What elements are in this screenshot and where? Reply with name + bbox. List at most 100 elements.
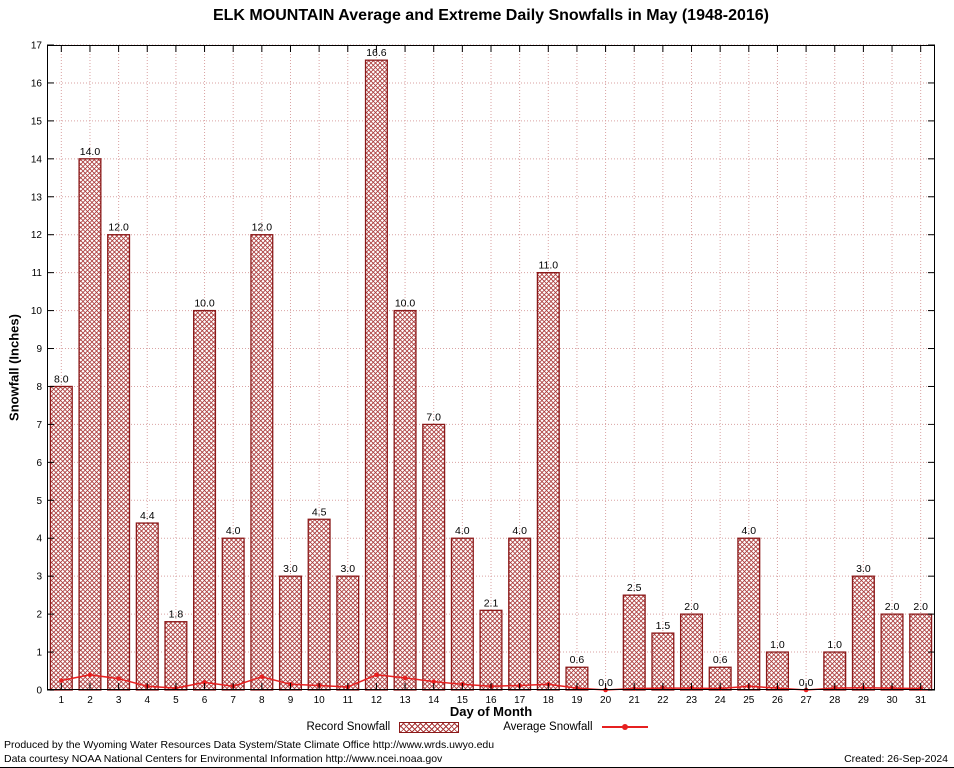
value-label: 11.0 — [538, 260, 558, 272]
created-date: Created: 26-Sep-2024 — [844, 753, 948, 765]
value-label: 4.0 — [226, 525, 241, 537]
x-tick-label: 18 — [543, 695, 555, 706]
record-bar — [364, 59, 388, 691]
plot-border — [47, 45, 935, 690]
record-bar — [880, 613, 904, 691]
y-tick-label: 1 — [36, 648, 42, 659]
value-label: 4.5 — [312, 506, 327, 518]
value-label: 4.4 — [140, 510, 155, 522]
value-label: 14.0 — [80, 146, 101, 158]
x-tick-label: 23 — [686, 695, 698, 706]
record-bar — [78, 158, 102, 691]
legend-record-label: Record Snowfall — [306, 721, 391, 733]
record-bar — [508, 537, 532, 691]
x-tick-label: 24 — [715, 695, 727, 706]
x-tick-label: 29 — [858, 695, 870, 706]
y-tick-label: 12 — [31, 230, 43, 241]
record-bar — [107, 234, 131, 691]
record-bar — [851, 575, 875, 691]
value-label: 12.0 — [108, 222, 129, 234]
record-bar — [250, 234, 274, 691]
average-point — [59, 678, 64, 683]
legend: Record Snowfall Average Snowfall — [0, 721, 954, 733]
x-tick-label: 2 — [87, 695, 93, 706]
average-point — [87, 672, 93, 678]
record-bar — [622, 594, 646, 691]
average-point — [202, 680, 207, 685]
value-label: 7.0 — [426, 411, 441, 423]
average-point — [374, 672, 379, 678]
record-bar — [393, 309, 417, 691]
value-label: 3.0 — [340, 563, 355, 575]
value-label: 0.6 — [570, 654, 585, 666]
chart-title: ELK MOUNTAIN Average and Extreme Daily S… — [212, 7, 770, 24]
footer-credit-wrds: Produced by the Wyoming Water Resources … — [4, 739, 495, 751]
value-label: 1.8 — [169, 609, 184, 621]
record-bar — [479, 609, 503, 691]
value-label: 4.0 — [455, 525, 470, 537]
x-tick-label: 25 — [743, 695, 755, 706]
record-bar — [307, 518, 331, 691]
x-tick-label: 17 — [514, 695, 526, 706]
legend-record-swatch — [399, 721, 460, 733]
x-tick-label: 6 — [202, 695, 208, 706]
x-tick-label: 15 — [457, 695, 469, 706]
y-tick-label: 0 — [36, 686, 42, 697]
x-tick-label: 9 — [288, 695, 294, 706]
record-bar — [221, 537, 245, 691]
x-tick-label: 20 — [600, 695, 612, 706]
value-label: 12.0 — [252, 222, 273, 234]
record-bar — [679, 613, 704, 691]
x-tick-label: 1 — [59, 695, 65, 706]
value-label: 2.1 — [484, 597, 499, 609]
value-label: 10.0 — [194, 298, 215, 310]
x-tick-label: 14 — [428, 695, 440, 706]
x-axis-title: Day of Month — [449, 704, 533, 719]
record-bar — [651, 632, 675, 691]
value-label: 1.0 — [827, 639, 842, 651]
y-tick-label: 6 — [36, 458, 42, 469]
y-tick-label: 7 — [36, 420, 42, 431]
average-point — [259, 674, 265, 680]
x-tick-label: 22 — [657, 695, 669, 706]
y-tick-label: 4 — [36, 534, 42, 545]
value-label: 10.0 — [395, 298, 416, 310]
value-label: 2.0 — [913, 601, 928, 613]
legend-average-swatch — [601, 722, 648, 733]
record-bar — [135, 522, 159, 691]
record-bar — [737, 537, 761, 691]
x-tick-label: 7 — [230, 695, 236, 706]
x-tick-label: 12 — [371, 695, 383, 706]
y-tick-label: 2 — [36, 610, 42, 621]
x-tick-label: 30 — [886, 695, 898, 706]
record-bar — [193, 309, 217, 691]
record-bar — [450, 537, 474, 691]
x-tick-label: 10 — [314, 695, 326, 706]
x-tick-label: 5 — [173, 695, 179, 706]
x-tick-label: 19 — [571, 695, 583, 706]
y-tick-label: 13 — [31, 192, 43, 203]
record-bar — [336, 575, 360, 691]
y-tick-label: 9 — [36, 344, 42, 355]
y-tick-label: 10 — [31, 306, 43, 317]
legend-average-label: Average Snowfall — [503, 721, 593, 733]
y-tick-label: 16 — [31, 78, 43, 89]
value-label: 4.0 — [512, 525, 527, 537]
value-label: 2.5 — [627, 582, 642, 594]
x-tick-label: 8 — [259, 695, 265, 706]
record-bar — [164, 621, 188, 691]
value-label: 4.0 — [742, 525, 757, 537]
y-tick-label: 17 — [31, 41, 43, 52]
average-point — [402, 675, 408, 681]
y-tick-label: 14 — [31, 154, 43, 165]
footer-credit-noaa: Data courtesy NOAA National Centers for … — [4, 753, 443, 765]
record-bar — [422, 423, 446, 691]
y-tick-label: 11 — [32, 268, 43, 279]
average-point — [431, 679, 437, 684]
x-tick-label: 11 — [343, 695, 354, 706]
value-label: 1.5 — [656, 620, 671, 632]
value-label: 3.0 — [283, 563, 298, 575]
y-tick-label: 5 — [36, 496, 42, 507]
